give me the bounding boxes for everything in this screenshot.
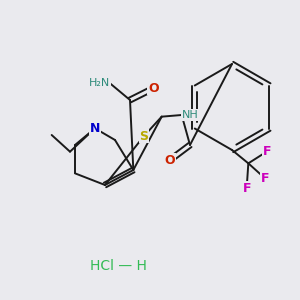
Text: F: F	[242, 182, 251, 195]
Text: HCl — H: HCl — H	[90, 259, 147, 272]
Text: S: S	[140, 130, 148, 142]
Text: H₂N: H₂N	[89, 78, 110, 88]
Text: F: F	[262, 145, 271, 158]
Text: O: O	[165, 154, 175, 166]
Text: NH: NH	[182, 110, 198, 120]
Text: F: F	[261, 172, 269, 185]
Text: N: N	[90, 122, 100, 135]
Text: O: O	[148, 82, 159, 95]
